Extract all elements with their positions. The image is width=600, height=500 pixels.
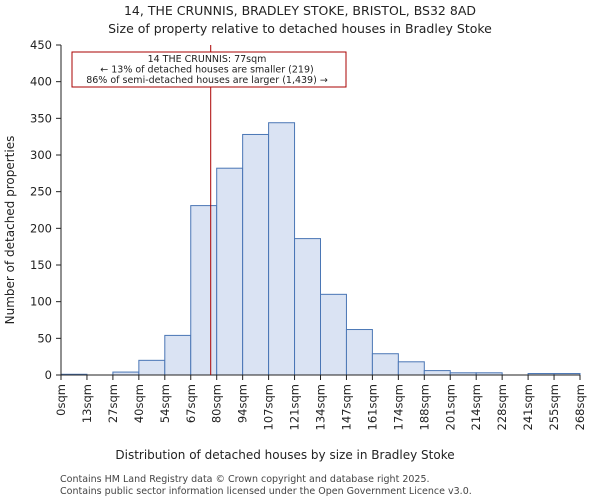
- x-tick-label: 107sqm: [262, 384, 276, 430]
- annotation-line-3: 86% of semi-detached houses are larger (…: [86, 75, 328, 86]
- histogram-bar: [190, 205, 218, 376]
- histogram-bar: [242, 133, 270, 376]
- y-tick-label: 100: [30, 295, 52, 309]
- y-tick-label: 450: [30, 38, 52, 52]
- x-tick-label: 0sqm: [54, 384, 68, 416]
- footer-line-1: Contains HM Land Registry data © Crown c…: [60, 474, 430, 485]
- histogram-bar: [397, 361, 425, 376]
- x-tick-label: 268sqm: [573, 384, 587, 430]
- y-tick-label: 50: [37, 331, 52, 345]
- x-tick-label: 188sqm: [417, 384, 431, 430]
- y-tick-label: 200: [30, 221, 52, 235]
- y-tick-label: 250: [30, 185, 52, 199]
- annotation-line-1: 14 THE CRUNNIS: 77sqm: [148, 54, 267, 65]
- chart-title: 14, THE CRUNNIS, BRADLEY STOKE, BRISTOL,…: [124, 3, 476, 18]
- histogram-bar: [138, 359, 166, 376]
- histogram-bar: [345, 329, 373, 376]
- x-tick-label: 54sqm: [158, 384, 172, 423]
- y-tick-label: 350: [30, 111, 52, 125]
- x-tick-label: 255sqm: [547, 384, 561, 430]
- x-tick-label: 134sqm: [314, 384, 328, 430]
- x-tick-label: 214sqm: [469, 384, 483, 430]
- x-tick-label: 13sqm: [80, 384, 94, 423]
- x-tick-label: 27sqm: [106, 384, 120, 423]
- histogram-bar: [423, 370, 451, 376]
- histogram-bar: [320, 293, 347, 376]
- x-tick-label: 121sqm: [288, 384, 302, 430]
- x-tick-label: 161sqm: [365, 384, 379, 430]
- histogram-bar: [216, 167, 244, 376]
- annotation-box: [71, 51, 347, 88]
- annotation-line-2: ← 13% of detached houses are smaller (21…: [100, 65, 313, 76]
- y-tick-label: 0: [45, 368, 52, 382]
- x-tick-label: 241sqm: [521, 384, 535, 430]
- axes-group: 0 50 100 150 200 250 300 350 400 450 0sqm 13sqm 27sq…: [30, 38, 587, 430]
- x-tick-label: 201sqm: [443, 384, 457, 430]
- histogram-bar: [164, 334, 192, 376]
- x-tick-label: 67sqm: [184, 384, 198, 423]
- y-tick-label: 300: [30, 148, 52, 162]
- histogram-bar: [268, 122, 296, 376]
- bars-group: [60, 122, 581, 376]
- histogram-bar: [294, 238, 321, 376]
- x-tick-label: 40sqm: [132, 384, 146, 423]
- histogram-bar: [371, 353, 399, 376]
- marker-group: 14 THE CRUNNIS: 77sqm← 13% of detached h…: [71, 45, 347, 375]
- x-axis-label: Distribution of detached houses by size …: [115, 448, 454, 462]
- x-tick-label: 80sqm: [210, 384, 224, 423]
- y-tick-label: 150: [30, 258, 52, 272]
- x-tick-label: 174sqm: [391, 384, 405, 430]
- y-tick-label: 400: [30, 75, 52, 89]
- x-tick-label: 94sqm: [236, 384, 250, 423]
- footer-line-2: Contains public sector information licen…: [60, 486, 472, 497]
- chart-subtitle: Size of property relative to detached ho…: [108, 21, 492, 36]
- x-tick-label: 147sqm: [339, 384, 353, 430]
- x-tick-label: 228sqm: [495, 384, 509, 430]
- y-axis-label: Number of detached properties: [3, 136, 17, 325]
